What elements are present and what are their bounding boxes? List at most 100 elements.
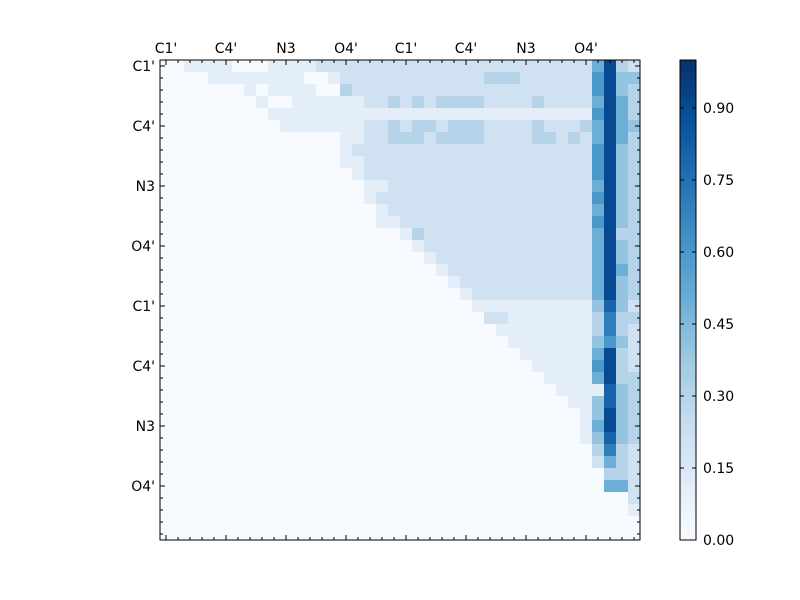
heatmap-cell: [340, 72, 353, 85]
heatmap-cell: [544, 156, 557, 169]
heatmap-cell: [508, 468, 521, 481]
heatmap-cell: [244, 288, 257, 301]
heatmap-cell: [232, 144, 245, 157]
heatmap-cell: [388, 480, 401, 493]
heatmap-cell: [532, 72, 545, 85]
heatmap-cell: [208, 192, 221, 205]
heatmap-cell: [304, 336, 317, 349]
heatmap-cell: [196, 384, 209, 397]
heatmap-cell: [460, 468, 473, 481]
heatmap-cell: [376, 288, 389, 301]
heatmap-cell: [292, 204, 305, 217]
heatmap-cell: [184, 168, 197, 181]
heatmap-cell: [280, 300, 293, 313]
heatmap-cell: [256, 468, 269, 481]
heatmap-cell: [508, 408, 521, 421]
heatmap-cell: [388, 408, 401, 421]
heatmap-cell: [352, 396, 365, 409]
heatmap-cell: [424, 156, 437, 169]
heatmap-cell: [400, 108, 413, 121]
heatmap-cell: [508, 264, 521, 277]
heatmap-cell: [400, 396, 413, 409]
heatmap-cell: [496, 480, 509, 493]
heatmap-cell: [244, 492, 257, 505]
heatmap-cell: [520, 132, 533, 145]
heatmap-cell: [364, 336, 377, 349]
heatmap-cell: [244, 432, 257, 445]
heatmap-cell: [484, 192, 497, 205]
heatmap-cell: [208, 144, 221, 157]
heatmap-cell: [172, 492, 185, 505]
heatmap-cell: [484, 360, 497, 373]
heatmap-cell: [244, 216, 257, 229]
heatmap-cell: [388, 264, 401, 277]
heatmap-cell: [328, 444, 341, 457]
heatmap-cell: [304, 324, 317, 337]
heatmap-cell: [520, 276, 533, 289]
heatmap-cell: [352, 252, 365, 265]
heatmap-cell: [520, 216, 533, 229]
heatmap-cell: [412, 324, 425, 337]
heatmap-cell: [244, 252, 257, 265]
heatmap-cell: [184, 288, 197, 301]
heatmap-cell: [592, 516, 605, 529]
heatmap-cell: [376, 480, 389, 493]
heatmap-cell: [412, 276, 425, 289]
heatmap-cell: [400, 360, 413, 373]
heatmap-cell: [364, 96, 377, 109]
heatmap-cell: [268, 444, 281, 457]
heatmap-cell: [172, 408, 185, 421]
heatmap-cell: [472, 420, 485, 433]
heatmap-cell: [616, 288, 629, 301]
heatmap-cell: [388, 456, 401, 469]
heatmap-cell: [280, 360, 293, 373]
heatmap-cell: [520, 300, 533, 313]
heatmap-cell: [160, 84, 173, 97]
heatmap-cell: [520, 348, 533, 361]
colorbar-tick-label: 0.90: [703, 101, 734, 117]
heatmap-cell: [376, 408, 389, 421]
heatmap-cell: [220, 312, 233, 325]
heatmap-cell: [616, 60, 629, 73]
heatmap-cell: [496, 468, 509, 481]
heatmap-cell: [376, 492, 389, 505]
heatmap-cell: [400, 180, 413, 193]
heatmap-cell: [628, 204, 641, 217]
heatmap-cell: [184, 180, 197, 193]
heatmap-cell: [580, 348, 593, 361]
heatmap-cell: [340, 96, 353, 109]
heatmap-cell: [448, 216, 461, 229]
heatmap-cell: [532, 384, 545, 397]
heatmap-cell: [244, 108, 257, 121]
heatmap-cell: [172, 324, 185, 337]
y-tick-label: C1': [132, 59, 155, 75]
heatmap-cell: [328, 312, 341, 325]
heatmap-cell: [304, 360, 317, 373]
heatmap-cell: [556, 192, 569, 205]
heatmap-cell: [544, 456, 557, 469]
heatmap-cell: [316, 372, 329, 385]
heatmap-cell: [448, 492, 461, 505]
heatmap-cell: [592, 264, 605, 277]
heatmap-cell: [376, 264, 389, 277]
heatmap-cell: [304, 528, 317, 541]
heatmap-cell: [412, 204, 425, 217]
heatmap-cell: [556, 372, 569, 385]
heatmap-cell: [184, 504, 197, 517]
heatmap-cell: [220, 60, 233, 73]
heatmap-cell: [496, 504, 509, 517]
heatmap-cell: [244, 264, 257, 277]
heatmap-cell: [424, 408, 437, 421]
heatmap-cell: [328, 252, 341, 265]
heatmap-cell: [448, 132, 461, 145]
heatmap-cell: [364, 180, 377, 193]
heatmap-cell: [412, 372, 425, 385]
heatmap-cell: [328, 84, 341, 97]
heatmap-cell: [388, 396, 401, 409]
heatmap-cell: [364, 432, 377, 445]
heatmap-cell: [556, 288, 569, 301]
heatmap-cell: [484, 456, 497, 469]
heatmap-cell: [220, 348, 233, 361]
heatmap-cell: [196, 84, 209, 97]
heatmap-cell: [172, 60, 185, 73]
